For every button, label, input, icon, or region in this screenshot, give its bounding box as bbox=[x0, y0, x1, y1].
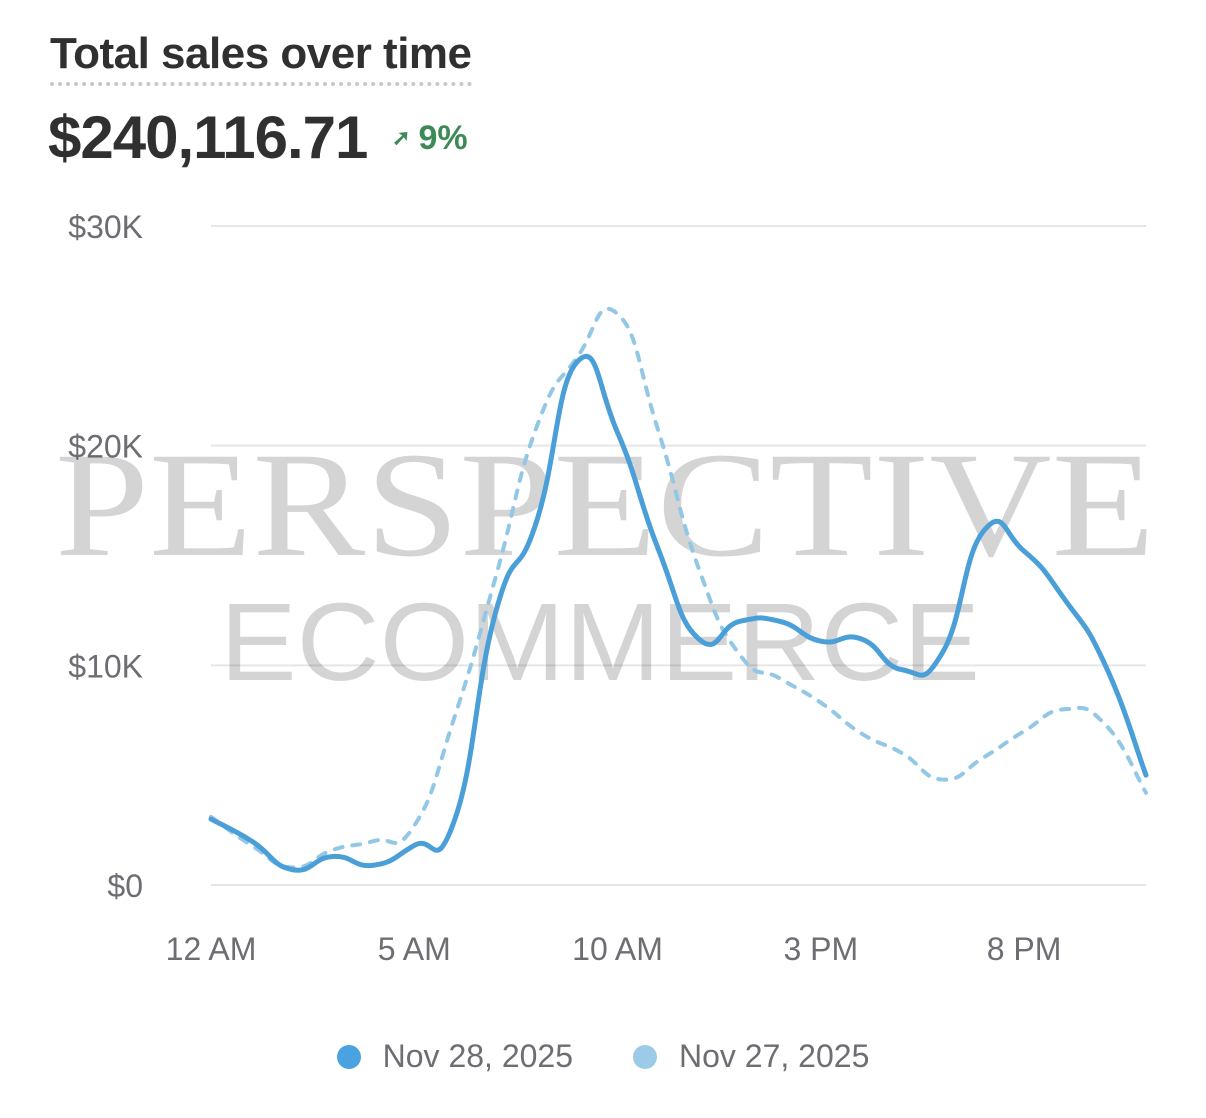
data-point bbox=[983, 531, 984, 532]
data-point bbox=[1105, 724, 1106, 725]
data-point bbox=[454, 715, 455, 716]
x-tick-label: 3 PM bbox=[783, 931, 858, 967]
data-point bbox=[942, 779, 943, 780]
data-point bbox=[495, 612, 496, 613]
data-point bbox=[658, 430, 659, 431]
y-tick-label: $30K bbox=[68, 209, 143, 245]
data-point bbox=[861, 733, 862, 734]
legend: Nov 28, 2025 Nov 27, 2025 bbox=[0, 1038, 1206, 1075]
data-point bbox=[373, 841, 374, 842]
data-point bbox=[495, 577, 496, 578]
data-point bbox=[1105, 665, 1106, 666]
data-point bbox=[211, 819, 212, 820]
series-line-nov-27-2025 bbox=[209, 306, 1148, 870]
data-point bbox=[617, 313, 618, 314]
data-point bbox=[332, 849, 333, 850]
data-point bbox=[1146, 792, 1147, 793]
series-line-nov-28-2025 bbox=[208, 353, 1149, 873]
data-point bbox=[739, 621, 740, 622]
y-tick-label: $20K bbox=[68, 429, 143, 465]
data-point bbox=[536, 522, 537, 523]
data-point bbox=[576, 362, 577, 363]
delta-badge: ➚ 9% bbox=[392, 118, 468, 158]
chart-title[interactable]: Total sales over time bbox=[50, 30, 472, 86]
data-point bbox=[251, 841, 252, 842]
data-point bbox=[780, 678, 781, 679]
legend-item[interactable]: Nov 27, 2025 bbox=[633, 1038, 869, 1075]
watermark: PERSPECTIVE ECOMMERCE bbox=[55, 422, 1155, 704]
legend-label: Nov 28, 2025 bbox=[382, 1038, 573, 1074]
x-tick-label: 12 AM bbox=[166, 931, 257, 967]
data-point bbox=[861, 638, 862, 639]
data-point bbox=[1064, 599, 1065, 600]
data-point bbox=[658, 548, 659, 549]
y-tick-label: $10K bbox=[68, 648, 143, 684]
x-tick-label: 8 PM bbox=[987, 931, 1062, 967]
data-point bbox=[780, 621, 781, 622]
y-tick-label: $0 bbox=[107, 868, 143, 904]
data-point bbox=[1024, 551, 1025, 552]
data-point bbox=[617, 432, 618, 433]
x-tick-label: 10 AM bbox=[572, 931, 663, 967]
data-point bbox=[1146, 775, 1147, 776]
data-point bbox=[373, 865, 374, 866]
legend-item[interactable]: Nov 28, 2025 bbox=[336, 1038, 573, 1075]
data-point bbox=[820, 702, 821, 703]
data-point bbox=[454, 819, 455, 820]
data-point bbox=[414, 825, 415, 826]
legend-dot-icon bbox=[633, 1044, 657, 1069]
data-point bbox=[942, 652, 943, 653]
data-point bbox=[820, 641, 821, 642]
data-point bbox=[983, 757, 984, 758]
total-sales-value: $240,116.71 bbox=[48, 104, 368, 171]
x-tick-label: 5 AM bbox=[378, 931, 451, 967]
delta-value: 9% bbox=[418, 119, 468, 157]
data-point bbox=[698, 638, 699, 639]
arrow-up-right-icon: ➚ bbox=[392, 125, 411, 150]
data-point bbox=[251, 845, 252, 846]
data-point bbox=[902, 669, 903, 670]
data-point bbox=[536, 428, 537, 429]
watermark-line1: PERSPECTIVE bbox=[55, 422, 1155, 588]
data-point bbox=[292, 869, 293, 870]
data-point bbox=[1024, 731, 1025, 732]
watermark-line2: ECOMMERCE bbox=[220, 581, 980, 704]
legend-label: Nov 27, 2025 bbox=[679, 1038, 870, 1074]
legend-dot-icon bbox=[336, 1044, 361, 1069]
data-point bbox=[902, 753, 903, 754]
data-point bbox=[1064, 709, 1065, 710]
data-point bbox=[576, 357, 577, 358]
data-point bbox=[332, 856, 333, 857]
data-point bbox=[698, 568, 699, 569]
data-point bbox=[739, 654, 740, 655]
data-point bbox=[414, 845, 415, 846]
